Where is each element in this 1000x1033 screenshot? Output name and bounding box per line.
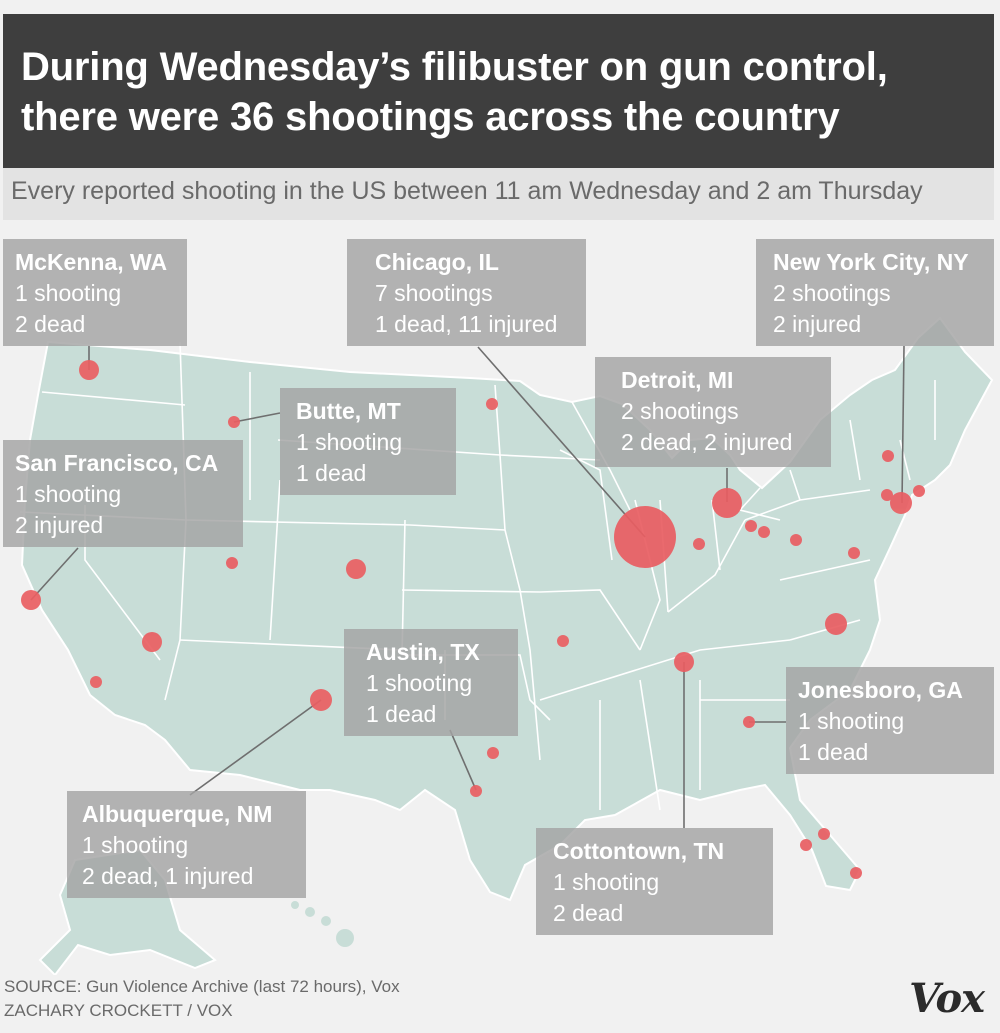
dot-florida-2 xyxy=(800,839,812,851)
dot-jonesboro-ga xyxy=(743,716,755,728)
dot-ohio-2 xyxy=(758,526,770,538)
dot-florida-3 xyxy=(850,867,862,879)
label-city: Albuquerque, NM xyxy=(82,801,273,827)
dot-upstate-ny xyxy=(882,450,894,462)
us-map xyxy=(19,316,994,975)
dot-new-jersey xyxy=(881,489,893,501)
label-casualties: 1 dead xyxy=(366,701,437,727)
dot-colorado xyxy=(346,559,366,579)
label-casualties: 2 injured xyxy=(15,512,104,538)
dot-chicago-il xyxy=(614,506,676,568)
label-shootings: 1 shooting xyxy=(296,429,403,455)
label-city: San Francisco, CA xyxy=(15,450,219,476)
dot-nevada xyxy=(142,632,162,652)
dot-connecticut xyxy=(913,485,925,497)
dot-ohio-1 xyxy=(745,520,757,532)
dot-albuquerque-nm xyxy=(310,689,332,711)
dot-texas-north xyxy=(487,747,499,759)
label-shootings: 1 shooting xyxy=(82,832,189,858)
hawaii xyxy=(291,901,354,947)
label-casualties: 1 dead xyxy=(798,739,869,765)
dot-indiana xyxy=(693,538,705,550)
source-note: SOURCE: Gun Violence Archive (last 72 ho… xyxy=(4,977,400,996)
label-casualties: 2 dead xyxy=(15,311,86,337)
headline-line-1: During Wednesday’s filibuster on gun con… xyxy=(21,45,888,89)
dot-mckenna-wa xyxy=(79,360,99,380)
label-shootings: 1 shooting xyxy=(366,670,473,696)
label-mckenna-wa: McKenna, WA 1 shooting 2 dead xyxy=(3,239,187,346)
label-city: New York City, NY xyxy=(773,249,969,275)
label-albuquerque-nm: Albuquerque, NM 1 shooting 2 dead, 1 inj… xyxy=(67,791,306,898)
label-city: McKenna, WA xyxy=(15,249,168,275)
label-austin-tx: Austin, TX 1 shooting 1 dead xyxy=(344,629,518,736)
dot-detroit-mi xyxy=(712,488,742,518)
label-casualties: 2 dead, 1 injured xyxy=(82,863,254,889)
dot-virginia xyxy=(825,613,847,635)
label-shootings: 7 shootings xyxy=(375,280,493,306)
label-casualties: 2 dead xyxy=(553,900,624,926)
dot-kansas xyxy=(557,635,569,647)
label-shootings: 1 shooting xyxy=(15,280,122,306)
dot-florida-1 xyxy=(818,828,830,840)
dot-butte-mt xyxy=(228,416,240,428)
vox-logo: Vox xyxy=(909,975,985,1022)
dot-new-york-city-ny xyxy=(890,492,912,514)
dot-cottontown-tn xyxy=(674,652,694,672)
label-casualties: 1 dead xyxy=(296,460,367,486)
dot-austin-tx xyxy=(470,785,482,797)
dot-nd xyxy=(486,398,498,410)
label-cottontown-tn: Cottontown, TN 1 shooting 2 dead xyxy=(536,828,773,935)
headline: During Wednesday’s filibuster on gun con… xyxy=(3,14,994,168)
dot-pennsylvania xyxy=(790,534,802,546)
connector-lines xyxy=(30,345,905,828)
dot-southern-ca xyxy=(90,676,102,688)
subtitle: Every reported shooting in the US betwee… xyxy=(3,168,994,220)
credit-note: ZACHARY CROCKETT / VOX xyxy=(4,1001,233,1020)
headline-line-2: there were 36 shootings across the count… xyxy=(21,95,840,139)
label-shootings: 1 shooting xyxy=(15,481,122,507)
shooting-dots xyxy=(21,360,925,879)
label-shootings: 1 shooting xyxy=(798,708,905,734)
label-shootings: 2 shootings xyxy=(621,398,739,424)
land xyxy=(20,316,994,975)
label-city: Austin, TX xyxy=(366,639,480,665)
footer: SOURCE: Gun Violence Archive (last 72 ho… xyxy=(4,975,400,1023)
label-city: Cottontown, TN xyxy=(553,838,725,864)
label-butte-mt: Butte, MT 1 shooting 1 dead xyxy=(280,388,456,495)
label-shootings: 1 shooting xyxy=(553,869,660,895)
label-city: Jonesboro, GA xyxy=(798,677,963,703)
dot-maryland xyxy=(848,547,860,559)
label-casualties: 2 dead, 2 injured xyxy=(621,429,793,455)
label-city: Butte, MT xyxy=(296,398,401,424)
label-jonesboro-ga: Jonesboro, GA 1 shooting 1 dead xyxy=(786,667,994,774)
dot-san-francisco-ca xyxy=(21,590,41,610)
label-city: Detroit, MI xyxy=(621,367,734,393)
label-san-francisco-ca: San Francisco, CA 1 shooting 2 injured xyxy=(3,440,243,547)
label-city: Chicago, IL xyxy=(375,249,499,275)
dot-utah xyxy=(226,557,238,569)
label-detroit-mi: Detroit, MI 2 shootings 2 dead, 2 injure… xyxy=(595,357,831,467)
label-casualties: 2 injured xyxy=(773,311,862,337)
label-casualties: 1 dead, 11 injured xyxy=(375,311,558,337)
label-chicago-il: Chicago, IL 7 shootings 1 dead, 11 injur… xyxy=(347,239,586,346)
label-new-york-city-ny: New York City, NY 2 shootings 2 injured xyxy=(756,239,994,346)
label-shootings: 2 shootings xyxy=(773,280,891,306)
